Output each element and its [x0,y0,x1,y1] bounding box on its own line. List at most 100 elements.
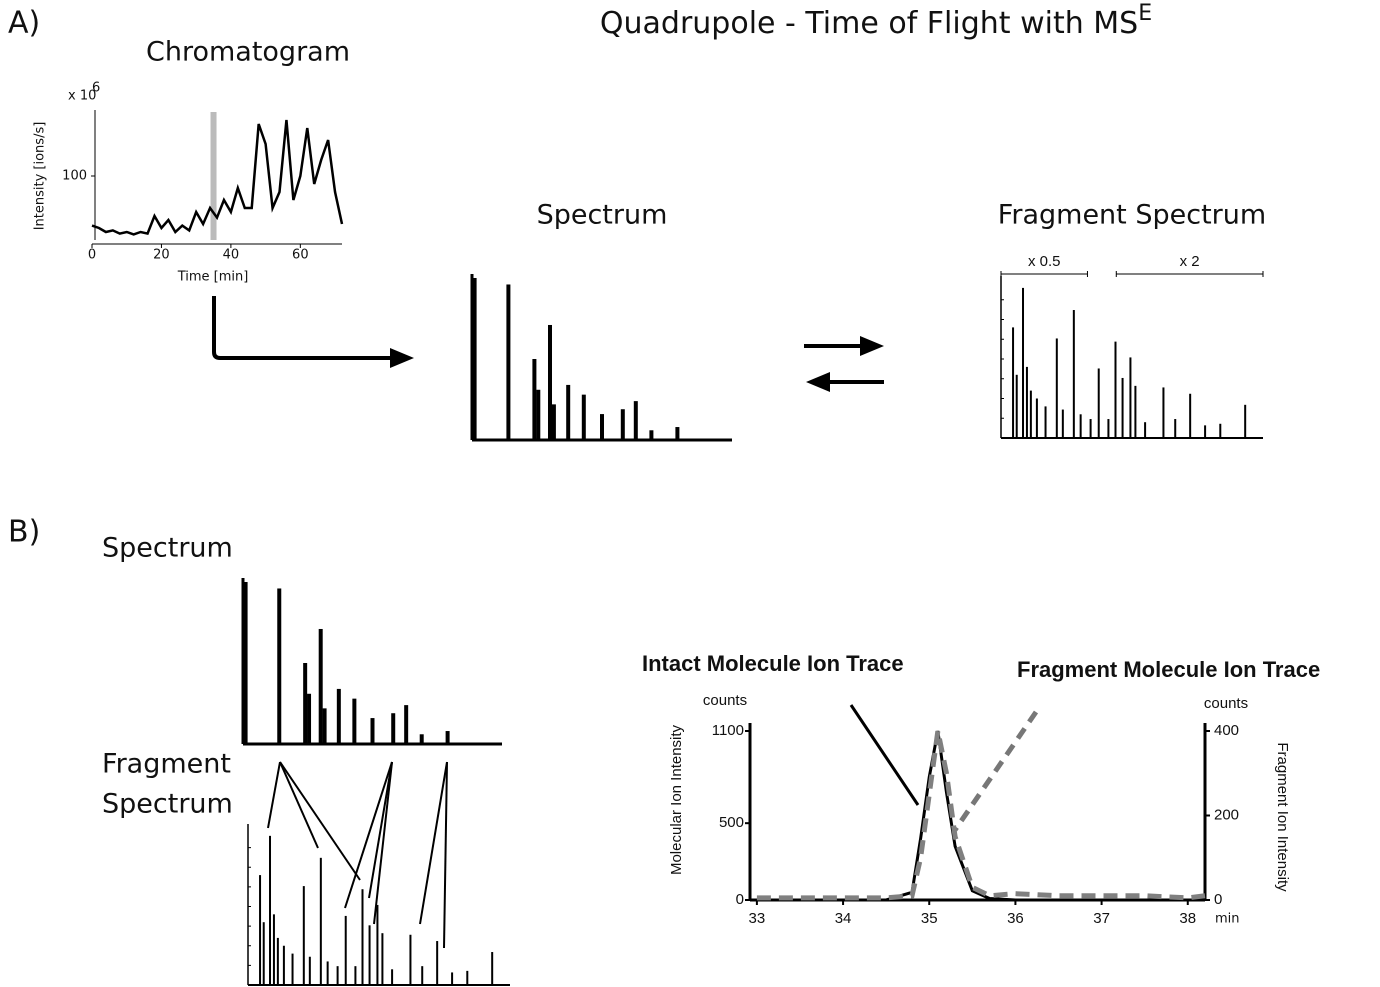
range-label: x 0.5 [1028,253,1061,270]
panel-label: B) [8,515,40,550]
y-tick-label: 100 [62,169,87,184]
bar [322,708,327,744]
y-label: Intensity [ions/s] [33,122,48,231]
trace-line [756,730,1205,902]
connectors [267,761,448,949]
stem [381,933,384,985]
highlight [210,112,217,240]
stem [319,857,322,985]
x-tick-label: 40 [223,248,240,263]
stem [1174,419,1177,438]
x-tick-label: 35 [921,910,938,927]
bar [532,359,537,440]
spectrum-title: Fragment Spectrum [998,200,1266,231]
bar [336,688,341,744]
stem [451,972,454,985]
stem [361,889,364,985]
bar [404,705,409,744]
y-tick-label: 500 [719,814,744,831]
stem [302,886,305,985]
spectrum-title: Spectrum [537,200,668,231]
bar [649,430,654,440]
x-tick-label: 38 [1179,910,1196,927]
stem [1189,393,1192,438]
stem [1072,310,1075,438]
figure-title: Quadrupole - Time of Flight with MSE [600,1,1152,41]
bar [633,401,638,440]
y2-tick-label: 200 [1214,806,1239,823]
y-label: Molecular Ion Intensity [668,724,685,875]
x-tick-label: 20 [153,248,170,263]
bar [352,698,357,744]
x-tick-label: 34 [835,910,852,927]
stem [282,945,285,985]
flow-arrow [212,296,392,360]
stem [262,922,265,985]
title-text: Quadrupole - Time of Flight with MS [600,6,1138,41]
stem [409,934,412,985]
bar [277,588,282,744]
stem [1114,341,1117,438]
stem [1044,406,1047,438]
stem [391,969,394,985]
bar [303,663,308,744]
range-bracket [1115,271,1264,277]
stem [1219,423,1222,438]
stem [1162,387,1165,438]
bar [419,734,424,744]
stem [259,875,262,985]
bar [391,713,396,744]
arrow-head [390,348,414,368]
legend-label: Intact Molecule Ion Trace [642,651,904,676]
stem [291,953,294,985]
stem [272,914,275,985]
stem [1244,404,1247,438]
y-scale-exp: 6 [92,81,100,96]
bar [548,324,552,440]
title-superscript: E [1138,1,1152,26]
stem [354,966,357,985]
stem [1121,377,1124,438]
stem [1204,425,1207,438]
y-scale: x 10 [68,89,96,104]
x-tick-label: 37 [1093,910,1110,927]
stem [1015,374,1018,438]
bar [600,414,604,440]
stem [1089,419,1092,438]
stem [1025,366,1028,438]
stem [1107,419,1110,438]
bar [445,731,450,744]
stem [276,937,279,985]
x-tick-label: 60 [292,248,309,263]
pointer [952,710,1039,832]
range-bracket [1000,271,1088,277]
bar [551,404,556,440]
pointer [849,704,920,806]
y-tick-label: 1100 [712,722,744,739]
panel-label: A) [8,6,40,41]
chromatogram-line [91,119,344,236]
stem [1097,368,1100,438]
stem [1022,287,1025,438]
spectrum-title: Spectrum [102,533,233,564]
trace-line [756,730,1206,901]
arrow-head [806,372,830,392]
stem [491,952,494,985]
stem [466,970,469,985]
x-label: Time [min] [177,270,249,285]
stem [308,956,311,985]
stem [368,925,371,985]
bar [307,693,312,744]
y2-tick-label: 400 [1214,722,1239,739]
stem [344,915,347,985]
bar [581,394,586,440]
stem [1144,422,1147,438]
fragment-title: Spectrum [102,789,233,820]
stem [1134,385,1137,438]
stem [336,966,339,985]
stem [1129,357,1132,438]
y2-tick-label: 0 [1214,891,1222,908]
bar [243,582,248,744]
stem [1035,398,1038,438]
